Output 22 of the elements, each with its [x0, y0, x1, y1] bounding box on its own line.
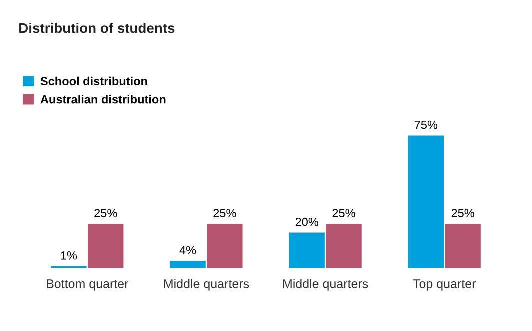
data-label: 25%	[214, 209, 236, 218]
x-tick-label: Middle quarters	[283, 279, 368, 291]
bar	[170, 261, 206, 268]
bar	[445, 224, 481, 268]
chart-title: Distribution of students	[20, 23, 175, 34]
bar	[207, 224, 243, 268]
data-label: 25%	[94, 209, 118, 218]
x-tick-label: Top quarter	[413, 280, 476, 291]
data-label: 25%	[452, 209, 474, 218]
data-label: 25%	[332, 209, 356, 218]
bar	[408, 136, 444, 268]
data-label: 20%	[296, 218, 318, 226]
x-tick-label: Middle quarters	[164, 279, 250, 291]
bar	[326, 224, 362, 268]
data-label: 1%	[61, 252, 78, 260]
legend-label: School distribution	[40, 76, 148, 86]
data-label: 4%	[180, 246, 196, 254]
data-label: 75%	[414, 120, 438, 130]
legend-label: Australian distribution	[40, 95, 166, 104]
x-tick-label: Bottom quarter	[47, 280, 129, 291]
bar	[88, 224, 124, 268]
bar	[289, 232, 325, 268]
